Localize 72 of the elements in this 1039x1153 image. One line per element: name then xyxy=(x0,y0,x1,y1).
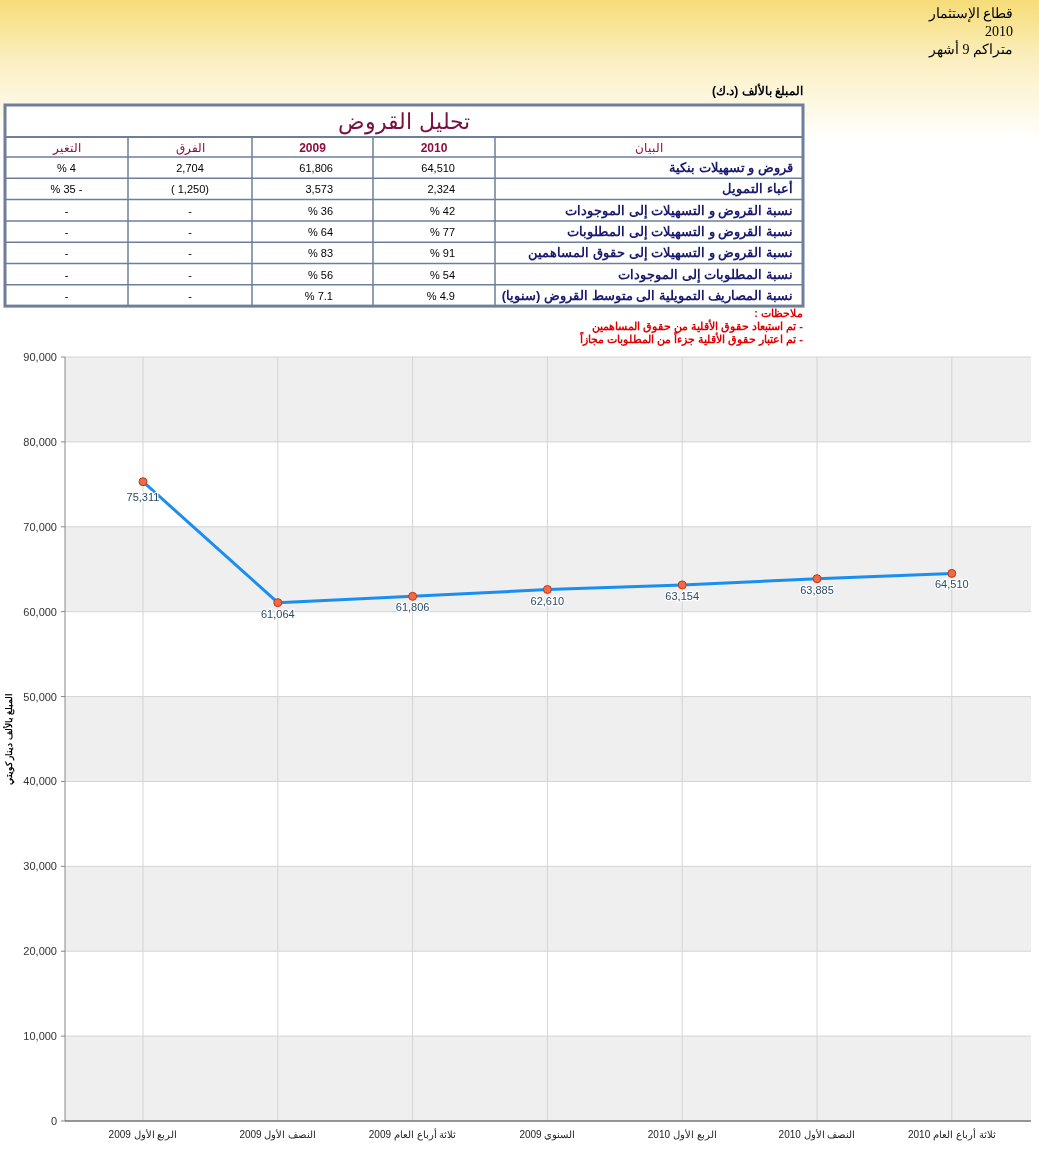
text: % 64 xyxy=(307,225,333,238)
text: - xyxy=(188,247,192,260)
data-label: 61,806 xyxy=(395,601,430,614)
text: 3,573 xyxy=(305,183,333,196)
category-label: نسبة المصاريف التمويلية الى متوسط القروض (سنويا) xyxy=(501,287,793,303)
x-tick-label: السنوي 2009 xyxy=(519,1129,576,1141)
text: 2010 xyxy=(985,24,1013,39)
text: - xyxy=(64,289,69,302)
category-label: 2010 xyxy=(420,141,448,155)
text: % 7.1 xyxy=(304,289,333,302)
text: المبلغ بالألف (د.ك) xyxy=(712,83,803,99)
x-tick-label: ثلاثة أرباع العام 2009 xyxy=(368,1128,457,1141)
x-tick-label: الربع الأول 2010 xyxy=(647,1129,717,1141)
text: - xyxy=(64,225,69,238)
category-label: أعباء التمويل xyxy=(722,181,793,197)
y-tick-label: 70,000 xyxy=(23,520,57,533)
text: تحليل القروض xyxy=(338,109,470,135)
text: % 54 xyxy=(429,268,455,281)
x-tick-label: النصف الأول 2010 xyxy=(778,1129,856,1141)
y-tick-label: 90,000 xyxy=(23,351,57,363)
y-axis-title: المبلغ بالألف دينار كويتي xyxy=(3,692,15,786)
text: % 36 xyxy=(307,204,333,217)
text: - xyxy=(188,225,192,238)
text: - xyxy=(64,204,69,217)
text: % 91 xyxy=(429,247,455,260)
category-label: البيان xyxy=(635,141,663,155)
text: قطاع الإستثمار xyxy=(927,6,1013,22)
text: % 56 xyxy=(307,268,333,281)
category-label: نسبة المطلوبات إلى الموجودات xyxy=(618,266,793,282)
text: - xyxy=(188,289,192,302)
text: - تم استبعاد حقوق الأقلية من حقوق المساهمين xyxy=(591,319,804,334)
text: % 4.9 xyxy=(426,289,455,302)
category-label: نسبة القروض و التسهيلات إلى حقوق المساهمين xyxy=(528,245,793,261)
text: ملاحظات : xyxy=(754,307,803,320)
category-label: قروض و تسهيلات بنكية xyxy=(669,160,793,175)
data-label: 63,885 xyxy=(800,583,834,596)
y-tick-label: 20,000 xyxy=(23,945,57,958)
text: - xyxy=(64,268,69,281)
y-tick-label: 50,000 xyxy=(23,690,57,703)
x-tick-label: الربع الأول 2009 xyxy=(108,1129,178,1141)
text: % 35 - xyxy=(50,183,83,196)
text: % 83 xyxy=(307,247,333,260)
data-label: 64,510 xyxy=(934,578,969,591)
text: - xyxy=(188,204,192,217)
text: 2,324 xyxy=(427,183,455,196)
category-label: الفرق xyxy=(175,141,205,155)
data-label: 75,311 xyxy=(126,490,160,503)
text: % 42 xyxy=(429,204,455,217)
text: 2,704 xyxy=(176,162,204,174)
y-tick-label: 0 xyxy=(50,1115,57,1127)
text: % 77 xyxy=(429,225,455,238)
y-tick-label: 40,000 xyxy=(23,775,57,788)
data-label: 63,154 xyxy=(665,589,700,602)
y-tick-label: 60,000 xyxy=(23,605,57,618)
text: ( 1,250) xyxy=(171,183,209,196)
text: - xyxy=(64,247,69,260)
y-tick-label: 30,000 xyxy=(23,860,57,873)
x-tick-label: ثلاثة أرباع العام 2010 xyxy=(908,1128,996,1141)
text: متراكم 9 أشهر xyxy=(928,39,1013,58)
x-tick-label: النصف الأول 2009 xyxy=(239,1129,317,1141)
category-label: 2009 xyxy=(299,141,327,155)
text: - xyxy=(188,268,192,281)
category-label: التغير xyxy=(51,141,81,155)
text: % 4 xyxy=(57,162,76,174)
category-label: نسبة القروض و التسهيلات إلى الموجودات xyxy=(564,202,793,218)
text: 64,510 xyxy=(421,162,455,174)
data-label: 61,064 xyxy=(260,607,295,620)
y-tick-label: 80,000 xyxy=(23,435,57,448)
text: 61,806 xyxy=(299,162,333,174)
data-label: 62,610 xyxy=(530,594,565,607)
y-tick-label: 10,000 xyxy=(23,1030,57,1043)
category-label: نسبة القروض و التسهيلات إلى المطلوبات xyxy=(566,223,793,239)
